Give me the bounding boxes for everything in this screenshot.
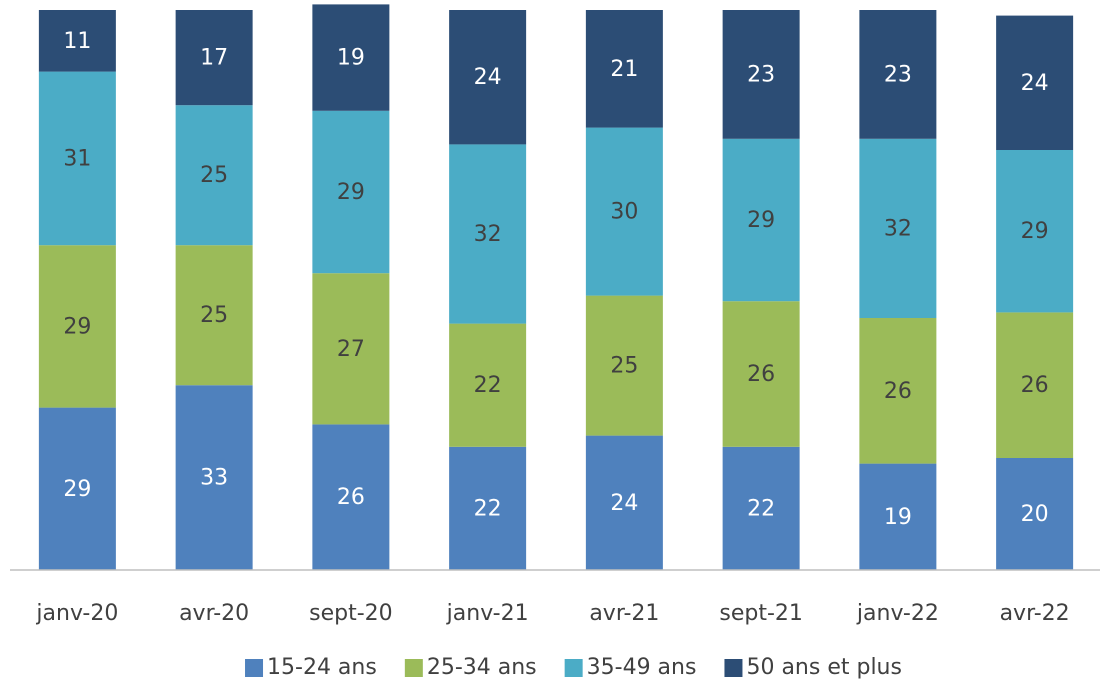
data-label: 25 bbox=[200, 303, 228, 328]
data-label: 23 bbox=[747, 62, 775, 87]
x-tick-label: janv-20 bbox=[35, 601, 118, 626]
bar-segment bbox=[859, 10, 937, 139]
data-label: 22 bbox=[474, 496, 502, 521]
bar-segment bbox=[585, 435, 663, 570]
data-label: 29 bbox=[747, 208, 775, 233]
legend-label: 50 ans et plus bbox=[746, 655, 902, 680]
bar-segment bbox=[312, 4, 390, 111]
data-label: 24 bbox=[1021, 71, 1049, 96]
bar-segment bbox=[38, 407, 116, 570]
data-label: 26 bbox=[884, 379, 912, 404]
bar-segment bbox=[175, 245, 253, 386]
bar-segment bbox=[859, 138, 937, 318]
bar-segment bbox=[585, 10, 663, 128]
bar-segment bbox=[175, 385, 253, 570]
data-label: 31 bbox=[63, 146, 91, 171]
bar-segment bbox=[859, 463, 937, 570]
data-label: 25 bbox=[610, 354, 638, 379]
data-label: 26 bbox=[1021, 373, 1049, 398]
bar-segment bbox=[449, 323, 527, 447]
data-label: 19 bbox=[337, 46, 365, 71]
legend-label: 25-34 ans bbox=[427, 655, 537, 680]
legend-swatch bbox=[404, 659, 423, 677]
x-tick-label: avr-21 bbox=[589, 601, 659, 626]
data-label: 24 bbox=[610, 491, 638, 516]
bar-segment bbox=[996, 15, 1074, 150]
bar-segment bbox=[312, 424, 390, 570]
x-tick-label: sept-20 bbox=[309, 601, 393, 626]
data-label: 33 bbox=[200, 466, 228, 491]
data-label: 21 bbox=[610, 57, 638, 82]
bar-segment bbox=[175, 10, 253, 106]
bar-segment bbox=[585, 127, 663, 296]
legend-swatch bbox=[564, 659, 583, 677]
bar-segment bbox=[449, 144, 527, 324]
bar-segment bbox=[312, 110, 390, 274]
legend-swatch bbox=[245, 659, 264, 677]
data-label: 29 bbox=[337, 180, 365, 205]
data-label: 24 bbox=[474, 65, 502, 90]
bar-segment bbox=[722, 301, 800, 447]
data-label: 19 bbox=[884, 505, 912, 530]
data-label: 26 bbox=[337, 485, 365, 510]
bar-segment bbox=[722, 10, 800, 139]
x-tick-label: janv-22 bbox=[856, 601, 939, 626]
bar-segment bbox=[38, 10, 116, 72]
data-label: 32 bbox=[474, 222, 502, 247]
legend-swatch bbox=[724, 659, 743, 677]
data-label: 22 bbox=[474, 373, 502, 398]
data-label: 27 bbox=[337, 337, 365, 362]
bar-segment bbox=[722, 138, 800, 302]
data-label: 32 bbox=[884, 216, 912, 241]
legend-label: 35-49 ans bbox=[587, 655, 697, 680]
data-label: 29 bbox=[63, 314, 91, 339]
bar-segment bbox=[38, 245, 116, 408]
x-tick-label: janv-21 bbox=[446, 601, 529, 626]
data-label: 29 bbox=[1021, 219, 1049, 244]
bar-segment bbox=[449, 10, 527, 145]
bar-segment bbox=[38, 71, 116, 246]
x-tick-label: avr-20 bbox=[179, 601, 249, 626]
data-label: 23 bbox=[884, 62, 912, 87]
data-label: 20 bbox=[1021, 502, 1049, 527]
data-label: 29 bbox=[63, 477, 91, 502]
data-label: 11 bbox=[63, 29, 91, 54]
bar-segment bbox=[996, 458, 1074, 570]
bar-segment bbox=[996, 312, 1074, 458]
data-label: 22 bbox=[747, 496, 775, 521]
bar-segment bbox=[312, 273, 390, 425]
data-label: 30 bbox=[610, 200, 638, 225]
data-label: 26 bbox=[747, 362, 775, 387]
bar-segment bbox=[996, 150, 1074, 313]
legend-label: 15-24 ans bbox=[267, 655, 377, 680]
bar-segment bbox=[859, 318, 937, 464]
x-tick-label: sept-21 bbox=[719, 601, 803, 626]
x-tick-label: avr-22 bbox=[1000, 601, 1070, 626]
bar-segment bbox=[449, 446, 527, 570]
data-label: 25 bbox=[200, 163, 228, 188]
bar-segment bbox=[175, 105, 253, 246]
bar-segment bbox=[722, 446, 800, 570]
bar-segment bbox=[585, 295, 663, 436]
data-label: 17 bbox=[200, 46, 228, 71]
